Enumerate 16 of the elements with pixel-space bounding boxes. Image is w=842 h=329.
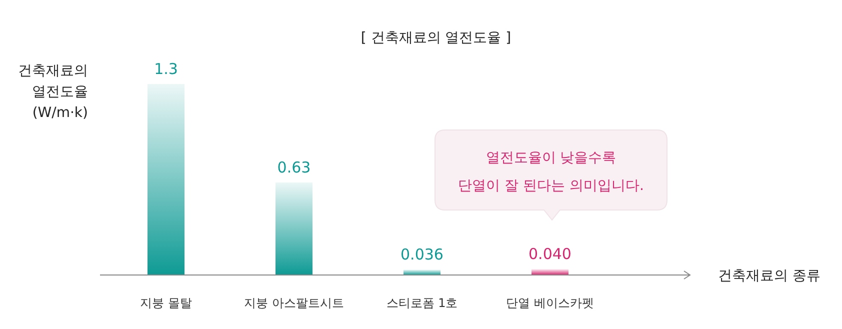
x-tick-label: 지붕 몰탈 <box>140 296 192 310</box>
data-label: 1.3 <box>154 60 178 78</box>
data-label: 0.63 <box>277 158 311 176</box>
y-axis-title: 건축재료의 열전도율 (W/m·k) <box>18 63 88 121</box>
x-axis-title: 건축재료의 종류 <box>718 268 820 284</box>
bar <box>404 270 440 275</box>
x-tick-label: 단열 베이스카펫 <box>506 296 594 310</box>
bar <box>532 269 568 275</box>
x-tick-label: 스티로폼 1호 <box>386 296 458 310</box>
bar <box>276 182 312 275</box>
annotation: 열전도율이 낮을수록 단열이 잘 된다는 의미입니다. <box>458 150 644 194</box>
chart-title: [ 건축재료의 열전도율 ] <box>360 30 512 46</box>
data-label: 0.036 <box>400 246 444 264</box>
x-tick-label: 지붕 아스팔트시트 <box>244 296 344 310</box>
bar <box>148 84 184 275</box>
data-label: 0.040 <box>528 245 572 264</box>
